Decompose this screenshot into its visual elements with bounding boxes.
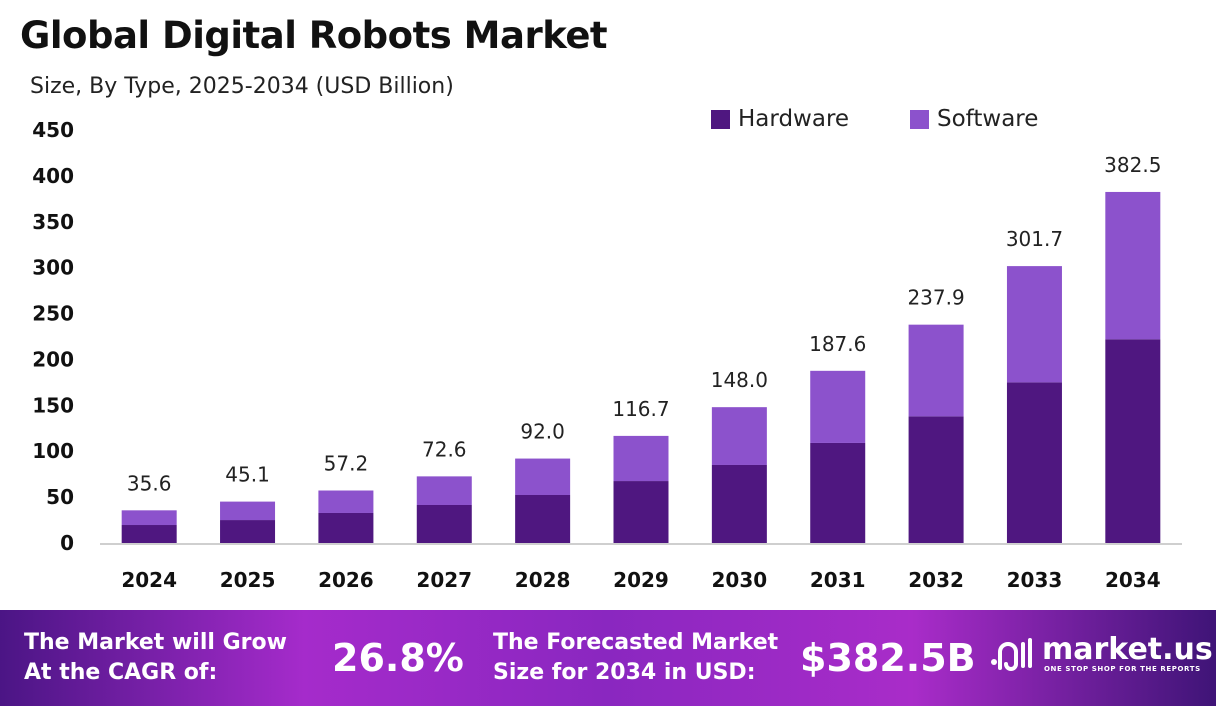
bar-software-2025	[220, 501, 276, 521]
cagr-label-line-2: At the CAGR of:	[24, 660, 218, 685]
data-label-total-2034: 382.5	[1104, 153, 1161, 177]
data-label-total-2031: 187.6	[809, 332, 866, 356]
bar-hardware-2032	[908, 416, 964, 543]
bar-hardware-2027	[416, 505, 472, 543]
y-tick-label: 250	[32, 302, 74, 326]
forecast-label-line-2: Size for 2034 in USD:	[493, 660, 756, 685]
data-label-total-2033: 301.7	[1006, 227, 1063, 251]
bar-hardware-2028	[515, 495, 571, 543]
data-label-total-2026: 57.2	[324, 452, 369, 476]
x-tick-label: 2025	[220, 568, 276, 592]
bar-hardware-2031	[810, 442, 866, 543]
x-tick-label: 2024	[121, 568, 177, 592]
cagr-label-line-1: The Market will Grow	[24, 630, 287, 655]
data-label-total-2029: 116.7	[612, 397, 669, 421]
bar-software-2030	[711, 407, 767, 465]
market-us-logo: market.us ONE STOP SHOP FOR THE REPORTS	[990, 634, 1213, 674]
forecast-label: The Forecasted Market Size for 2034 in U…	[493, 628, 778, 688]
x-tick-label: 2027	[416, 568, 472, 592]
y-tick-label: 0	[60, 531, 74, 555]
legend-item-software: Software	[910, 106, 1038, 132]
bar-hardware-2033	[1006, 382, 1062, 543]
legend-swatch-hardware	[711, 109, 730, 129]
legend-swatch-software	[910, 109, 929, 129]
y-tick-label: 350	[32, 210, 74, 234]
bar-software-2026	[318, 490, 374, 513]
bar-software-2027	[416, 476, 472, 506]
bar-software-2033	[1006, 266, 1062, 383]
y-tick-label: 150	[32, 393, 74, 417]
summary-banner: The Market will Grow At the CAGR of: 26.…	[0, 610, 1216, 706]
forecast-label-line-1: The Forecasted Market	[493, 630, 779, 655]
bar-software-2034	[1105, 191, 1161, 340]
chart-subtitle: Size, By Type, 2025-2034 (USD Billion)	[30, 74, 454, 99]
data-label-total-2025: 45.1	[225, 463, 270, 487]
data-label-total-2027: 72.6	[422, 437, 467, 461]
logo-tagline: ONE STOP SHOP FOR THE REPORTS	[1044, 665, 1201, 673]
chart-title: Global Digital Robots Market	[20, 14, 608, 57]
x-tick-label: 2034	[1105, 568, 1161, 592]
bar-hardware-2030	[711, 464, 767, 543]
x-tick-label: 2026	[318, 568, 374, 592]
bar-hardware-2025	[220, 520, 276, 543]
bar-hardware-2026	[318, 512, 374, 543]
x-tick-label: 2028	[515, 568, 571, 592]
legend-label-hardware: Hardware	[738, 106, 850, 132]
logo-name: market.us	[1042, 632, 1213, 667]
market-us-logo-icon	[991, 638, 1032, 671]
bar-software-2032	[908, 324, 964, 417]
bar-chart: 0 50 100 150 200 250 300 350 400 450 35.6 2024 45.1 2…	[32, 118, 1182, 592]
y-tick-label: 450	[32, 118, 74, 142]
data-label-total-2030: 148.0	[711, 368, 768, 392]
cagr-label: The Market will Grow At the CAGR of:	[24, 628, 287, 688]
bar-software-2028	[515, 458, 571, 496]
x-tick-label: 2029	[613, 568, 669, 592]
bar-hardware-2034	[1105, 339, 1161, 543]
data-label-total-2024: 35.6	[127, 471, 172, 495]
data-label-total-2032: 237.9	[907, 286, 964, 310]
forecast-value: $382.5B	[800, 636, 976, 680]
legend-label-software: Software	[937, 106, 1039, 132]
legend-item-hardware: Hardware	[711, 106, 849, 132]
x-tick-label: 2032	[908, 568, 964, 592]
x-tick-label: 2031	[810, 568, 866, 592]
cagr-value: 26.8%	[332, 636, 464, 680]
y-tick-label: 100	[32, 439, 74, 463]
x-tick-label: 2030	[712, 568, 768, 592]
y-tick-label: 300	[32, 256, 74, 280]
y-tick-label: 50	[46, 485, 74, 509]
bar-hardware-2024	[121, 525, 177, 543]
y-tick-label: 400	[32, 164, 74, 188]
bar-software-2031	[810, 370, 866, 443]
y-tick-label: 200	[32, 347, 74, 371]
bar-software-2029	[613, 435, 669, 482]
bar-software-2024	[121, 510, 177, 526]
bar-hardware-2029	[613, 481, 669, 543]
data-label-total-2028: 92.0	[520, 420, 565, 444]
x-tick-label: 2033	[1007, 568, 1063, 592]
